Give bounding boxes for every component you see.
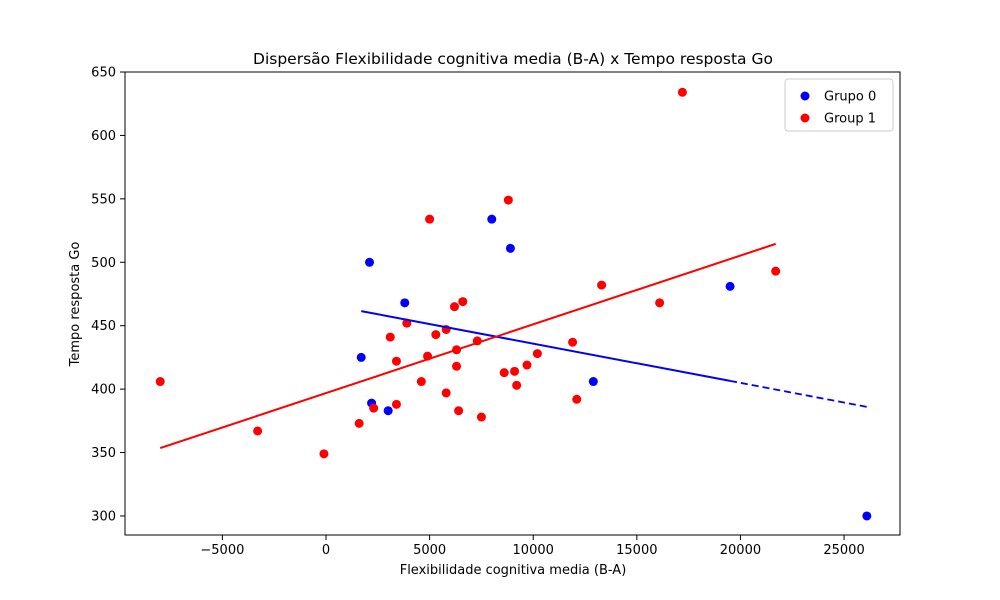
trendline-extension-0 (729, 379, 868, 408)
y-tick-label: 550 (91, 192, 116, 207)
data-point (400, 298, 410, 308)
y-tick-label: 350 (91, 446, 116, 461)
x-tick-label: 20000 (720, 543, 761, 558)
legend-label: Grupo 0 (824, 90, 876, 105)
data-point (771, 266, 781, 276)
series-1 (155, 87, 781, 459)
x-tick-label: 5000 (413, 543, 446, 558)
data-point (454, 406, 464, 416)
plot-area (155, 87, 872, 521)
chart-title: Dispersão Flexibilidade cognitiva media … (253, 50, 773, 68)
data-point (155, 377, 165, 387)
data-point (369, 403, 379, 413)
trendline-1 (159, 242, 776, 450)
legend-label: Group 1 (824, 112, 876, 127)
data-point (677, 87, 687, 97)
x-tick-label: 25000 (823, 543, 864, 558)
data-point (458, 297, 468, 307)
data-point (449, 302, 459, 312)
data-point (476, 412, 486, 422)
data-point (725, 281, 735, 291)
data-point (532, 349, 542, 359)
data-point (522, 360, 532, 370)
axes: −5000 0 5000 10000 15000 20000 25000 300 350 400 4… (91, 66, 901, 558)
y-tick-label: 600 (91, 129, 116, 144)
data-point (572, 394, 582, 404)
y-axis-title: Tempo resposta Go (68, 242, 83, 368)
trendline-0 (361, 310, 731, 382)
data-point (354, 418, 364, 428)
y-tick-label: 450 (91, 319, 116, 334)
data-point (425, 214, 435, 224)
data-point (452, 361, 462, 371)
data-point (441, 388, 451, 398)
x-tick-label: −5000 (200, 543, 244, 558)
x-tick-label: 15000 (616, 543, 657, 558)
legend: Grupo 0 Group 1 (784, 78, 894, 132)
data-point (385, 332, 395, 342)
plot-frame (124, 71, 901, 536)
data-point (499, 368, 509, 378)
legend-box (784, 78, 894, 132)
data-point (512, 380, 522, 390)
data-point (253, 426, 263, 436)
y-tick-label: 500 (91, 256, 116, 271)
data-point (383, 406, 393, 416)
data-point (505, 243, 515, 253)
data-point (588, 377, 598, 387)
series-0 (356, 214, 872, 521)
data-point (391, 399, 401, 409)
data-point (319, 449, 329, 459)
data-point (862, 511, 872, 521)
y-tick-label: 650 (91, 66, 116, 81)
y-tick-label: 300 (91, 509, 116, 524)
data-point (510, 366, 520, 376)
x-tick-label: 10000 (513, 543, 554, 558)
legend-marker (800, 91, 810, 101)
data-point (391, 356, 401, 366)
y-tick-label: 400 (91, 383, 116, 398)
data-point (503, 195, 513, 205)
x-tick-label: 0 (322, 543, 330, 558)
data-point (365, 257, 375, 267)
data-point (568, 337, 578, 347)
data-point (487, 214, 497, 224)
legend-marker (800, 113, 810, 123)
data-point (416, 377, 426, 387)
data-point (431, 330, 441, 340)
x-axis-title: Flexibilidade cognitiva media (B-A) (400, 563, 627, 578)
data-point (356, 352, 366, 362)
data-point (655, 298, 665, 308)
data-point (597, 280, 607, 290)
